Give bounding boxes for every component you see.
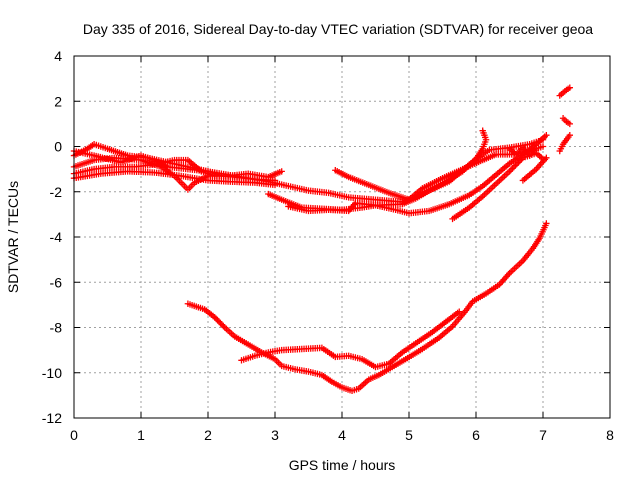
y-tick-label: -8: [50, 320, 63, 336]
data-point: [212, 315, 220, 322]
data-point: [539, 143, 547, 150]
data-points: [70, 84, 573, 395]
y-tick-label: 2: [54, 93, 62, 109]
data-point: [566, 120, 573, 128]
y-tick-label: -10: [42, 365, 62, 381]
x-tick-label: 7: [539, 427, 547, 443]
x-tick-label: 3: [271, 427, 279, 443]
x-axis-title: GPS time / hours: [289, 457, 396, 473]
data-point: [566, 131, 573, 139]
data-point: [456, 308, 463, 315]
plot-frame: [73, 55, 611, 419]
y-axis-title: SDTVAR / TECUs: [5, 181, 21, 293]
y-tick-label: 4: [54, 48, 62, 64]
y-tick-label: -12: [42, 410, 62, 426]
axis-ticks: 0 1 2 3 4 5 6 7 8 -12 -10 -8 -6 -4 -2 0 2 4: [42, 48, 614, 443]
data-point: [220, 322, 227, 330]
data-point: [278, 168, 285, 175]
x-tick-label: 1: [137, 427, 145, 443]
data-point: [271, 181, 279, 189]
data-point: [211, 314, 218, 321]
data-point: [533, 145, 540, 152]
data-point: [543, 131, 550, 139]
x-tick-label: 2: [204, 427, 212, 443]
chart-title: Day 335 of 2016, Sidereal Day-to-day VTE…: [83, 21, 593, 37]
x-tick-label: 8: [606, 427, 614, 443]
x-tick-label: 5: [405, 427, 413, 443]
y-tick-label: -6: [50, 274, 63, 290]
data-point: [566, 84, 573, 91]
y-tick-label: -2: [50, 184, 63, 200]
data-point: [218, 321, 226, 328]
data-point: [543, 220, 550, 227]
data-point: [543, 154, 550, 162]
x-tick-label: 4: [338, 427, 346, 443]
data-point: [539, 136, 547, 143]
x-tick-label: 6: [472, 427, 480, 443]
data-point: [217, 319, 224, 327]
y-tick-label: -4: [50, 229, 63, 245]
data-point: [214, 317, 221, 324]
data-point: [215, 318, 223, 325]
data-point: [479, 127, 486, 134]
x-tick-label: 0: [70, 427, 78, 443]
y-tick-label: 0: [54, 139, 62, 155]
